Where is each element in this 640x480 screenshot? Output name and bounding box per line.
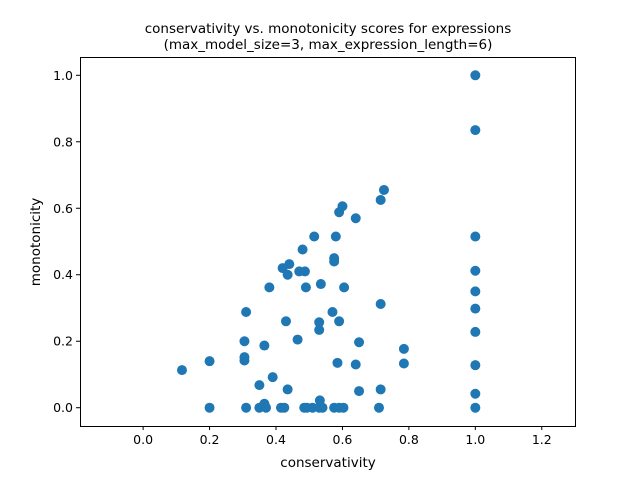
data-point-66 (470, 265, 481, 276)
x-tick-label: 1.0 (465, 432, 485, 447)
data-point-50 (350, 213, 361, 224)
data-points (176, 70, 481, 413)
data-point-36 (317, 402, 328, 413)
data-point-4 (239, 352, 250, 363)
data-point-35 (315, 279, 326, 290)
data-point-53 (373, 402, 384, 413)
data-point-55 (375, 298, 386, 309)
data-point-56 (375, 194, 386, 205)
data-point-61 (470, 388, 481, 399)
y-tick-label: 1.0 (53, 68, 73, 83)
chart-title: conservativity vs. monotonicity scores f… (145, 21, 512, 37)
y-axis-label: monotonicity (28, 198, 44, 287)
data-point-54 (375, 384, 386, 395)
plot-frame (80, 57, 576, 427)
y-tick-label: 0.2 (53, 334, 73, 349)
data-point-2 (204, 356, 215, 367)
data-point-18 (280, 316, 291, 327)
data-point-68 (470, 125, 481, 136)
data-point-51 (354, 386, 365, 397)
y-tick-label: 0.4 (53, 267, 73, 282)
data-point-9 (254, 380, 265, 391)
data-point-20 (282, 269, 293, 280)
data-point-26 (299, 266, 310, 277)
data-point-65 (470, 286, 481, 297)
data-point-62 (470, 360, 481, 371)
data-point-30 (309, 231, 320, 242)
data-point-48 (339, 282, 350, 293)
data-point-17 (279, 402, 290, 413)
data-point-59 (398, 343, 409, 354)
data-point-69 (470, 70, 481, 81)
data-point-64 (470, 303, 481, 314)
data-point-33 (314, 317, 325, 328)
data-point-6 (241, 402, 252, 413)
x-tick-label: 0.6 (333, 432, 353, 447)
data-point-37 (327, 306, 338, 317)
x-tick-label: 0.4 (266, 432, 286, 447)
x-tick-label: 0.2 (200, 432, 220, 447)
chart-subtitle: (max_model_size=3, max_expression_length… (164, 37, 493, 53)
data-point-11 (259, 340, 270, 351)
x-tick-label: 0.0 (133, 432, 153, 447)
data-point-0 (176, 365, 187, 376)
data-point-7 (241, 306, 252, 317)
data-point-49 (350, 359, 361, 370)
data-point-27 (300, 282, 311, 293)
data-point-67 (470, 231, 481, 242)
y-tick-label: 0.0 (53, 400, 73, 415)
data-point-24 (297, 244, 308, 255)
data-point-52 (354, 337, 365, 348)
data-point-32 (314, 324, 325, 335)
data-point-58 (398, 358, 409, 369)
y-tick-label: 0.6 (53, 201, 73, 216)
data-point-5 (239, 336, 250, 347)
data-point-40 (329, 253, 340, 264)
x-axis-label: conservativity (280, 455, 375, 471)
data-point-44 (334, 316, 345, 327)
data-point-12 (261, 402, 272, 413)
data-point-22 (292, 334, 303, 345)
data-point-1 (204, 402, 215, 413)
data-point-13 (264, 282, 275, 293)
data-point-57 (378, 184, 389, 195)
y-axis: 0.0 0.2 0.4 0.6 0.8 1.0 (53, 68, 80, 415)
x-tick-label: 1.2 (532, 432, 552, 447)
x-tick-label: 0.8 (399, 432, 419, 447)
y-tick-label: 0.8 (53, 134, 73, 149)
data-point-60 (470, 402, 481, 413)
data-point-42 (332, 357, 343, 368)
data-point-47 (338, 402, 349, 413)
data-point-46 (337, 201, 348, 212)
x-axis: 0.0 0.2 0.4 0.6 0.8 1.0 1.2 (133, 426, 552, 447)
data-point-19 (282, 384, 293, 395)
data-point-21 (284, 259, 295, 270)
data-point-63 (470, 326, 481, 337)
data-point-41 (330, 231, 341, 242)
data-point-14 (267, 372, 278, 383)
